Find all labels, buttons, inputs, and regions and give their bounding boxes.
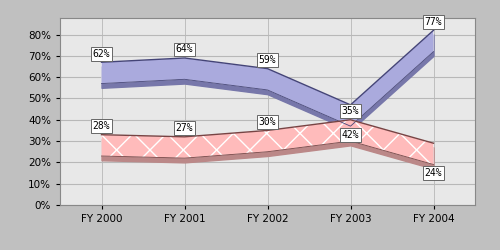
Text: 64%: 64%	[176, 44, 194, 54]
Text: 28%: 28%	[92, 121, 110, 131]
Text: 42%: 42%	[342, 130, 359, 140]
Text: 27%: 27%	[176, 123, 194, 133]
Text: 62%: 62%	[92, 49, 110, 59]
Text: 77%: 77%	[424, 17, 442, 27]
Text: 35%: 35%	[342, 106, 359, 116]
Text: 24%: 24%	[424, 168, 442, 178]
Text: 59%: 59%	[258, 55, 276, 65]
Text: 30%: 30%	[258, 117, 276, 127]
